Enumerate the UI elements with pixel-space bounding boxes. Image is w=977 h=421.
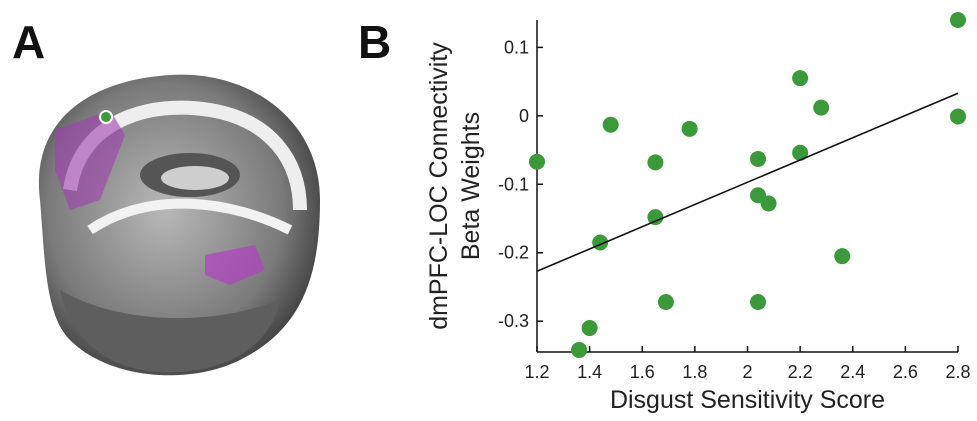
- y-tick-label: -0.1: [498, 174, 529, 194]
- x-tick-label: 2.8: [945, 362, 970, 382]
- panel-label: A: [12, 16, 45, 68]
- point: [682, 121, 698, 137]
- point: [813, 100, 829, 116]
- fit-line: [537, 93, 958, 271]
- figure: A B 0.1 0 -0.1 -0.2 -0.3 1.2 1.4 1.6 1.8 2 2.2 2.4 2…: [0, 0, 977, 416]
- x-tick-label: 2.4: [840, 362, 865, 382]
- point: [750, 151, 766, 167]
- panel-label: B: [358, 16, 391, 68]
- point: [761, 195, 777, 211]
- x-tick-label: 1.8: [682, 362, 707, 382]
- x-tick-label: 1.2: [524, 362, 549, 382]
- point: [571, 342, 587, 358]
- x-tick-label: 2: [742, 362, 752, 382]
- point: [529, 154, 545, 170]
- x-tick-label: 1.4: [577, 362, 602, 382]
- point: [647, 154, 663, 170]
- point: [750, 294, 766, 310]
- point: [834, 248, 850, 264]
- x-tick-label: 2.2: [788, 362, 813, 382]
- x-tick-label: 1.6: [630, 362, 655, 382]
- y-tick-label: 0.1: [504, 37, 529, 57]
- y-tick-label: -0.2: [498, 243, 529, 263]
- point: [658, 294, 674, 310]
- x-tick-label: 2.6: [893, 362, 918, 382]
- point: [792, 70, 808, 86]
- y-axis-label: dmPFC-LOC Connectivity: [425, 42, 453, 330]
- y-axis-label: Beta Weights: [457, 112, 485, 260]
- point: [582, 320, 598, 336]
- point: [950, 109, 966, 125]
- point: [950, 12, 966, 28]
- x-axis-label: Disgust Sensitivity Score: [610, 386, 885, 414]
- y-tick-label: -0.3: [498, 311, 529, 331]
- brain-image: [39, 75, 320, 376]
- y-tick-label: 0: [519, 106, 529, 126]
- point: [603, 117, 619, 133]
